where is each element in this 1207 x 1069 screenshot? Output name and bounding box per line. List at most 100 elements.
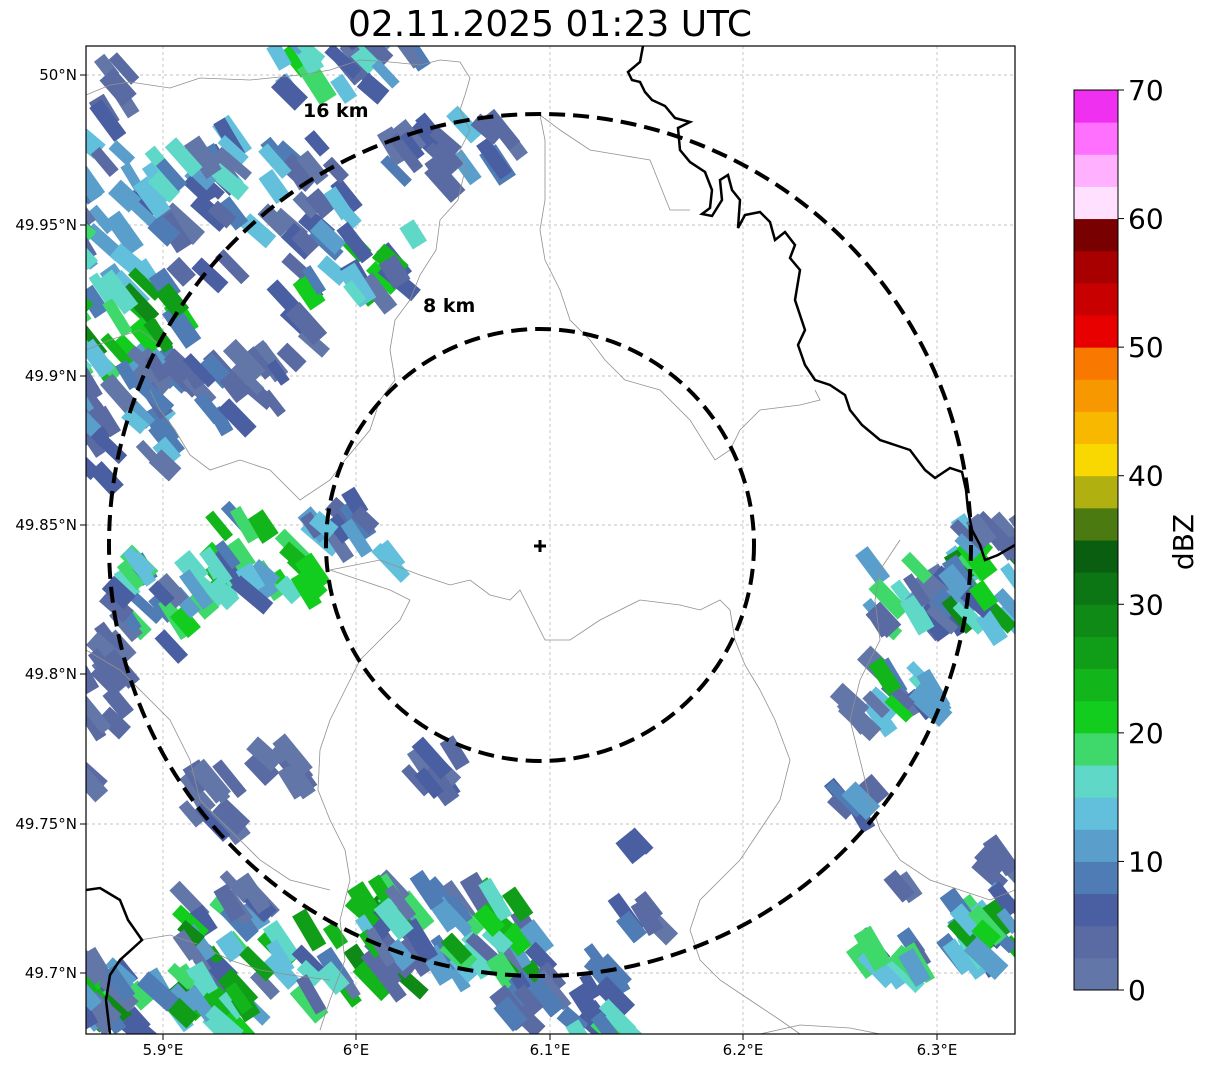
lat-tick-label: 50°N (39, 66, 77, 84)
echo-cell (330, 73, 358, 104)
echo-cell (290, 571, 322, 610)
echo-cell (215, 930, 247, 963)
echo-cell (86, 230, 99, 270)
echo-cell (100, 373, 138, 414)
echo-cell (239, 213, 277, 249)
range-ring-8km (324, 327, 756, 763)
echo-cell (429, 126, 462, 156)
echo-cell (86, 338, 115, 379)
echo-cell (350, 505, 380, 535)
echo-cell (352, 960, 393, 1002)
echo-cell (108, 52, 140, 85)
echo-cell (223, 1009, 262, 1034)
echo-cell (941, 595, 976, 634)
echo-cell (124, 980, 155, 1011)
colorbar-segment (1074, 411, 1118, 445)
colorbar: 0 10 20 30 40 50 60 70 (1073, 74, 1164, 1007)
echo-cell (169, 605, 201, 639)
colorbar-segment (1074, 957, 1118, 991)
echo-cell (193, 391, 224, 425)
echo-cell (103, 989, 133, 1023)
echo-cell (855, 546, 891, 586)
echo-cell (224, 982, 253, 1015)
echo-cell (219, 870, 252, 904)
echo-cell (371, 59, 400, 89)
echo-cell (442, 879, 476, 921)
colorbar-segment (1074, 507, 1118, 541)
colorbar-segment (1074, 861, 1118, 895)
echo-cell (86, 262, 89, 305)
echo-cell (191, 257, 229, 294)
echo-cell (207, 200, 237, 229)
echo-cell (446, 105, 483, 144)
range-rings (107, 112, 973, 978)
echo-cell (89, 460, 124, 497)
echo-cell (862, 690, 891, 719)
boundary-line (849, 539, 1015, 901)
echo-cell (989, 511, 1015, 551)
echo-cell (94, 621, 123, 655)
echo-cell (155, 282, 190, 319)
echo-cell (292, 908, 327, 952)
lat-tick-label: 49.8°N (25, 665, 77, 683)
boundary-line (539, 114, 821, 461)
echo-cell (205, 1004, 244, 1034)
echo-cell (292, 274, 326, 311)
echo-cell (128, 267, 163, 301)
echo-cell (135, 439, 174, 479)
echo-cell (535, 969, 572, 1011)
echo-cell (424, 154, 453, 186)
echo-cell (235, 562, 266, 595)
echo-cell (965, 513, 997, 547)
echo-cell (209, 163, 250, 201)
radar-site-marker (534, 540, 546, 552)
echo-cell (215, 249, 250, 285)
colorbar-segment (1074, 250, 1118, 284)
echo-cell (86, 1015, 87, 1034)
echo-cell (199, 546, 233, 586)
echo-cell (86, 189, 96, 230)
echo-cell (86, 283, 88, 321)
echo-cell (113, 567, 141, 600)
colorbar-segment (1074, 282, 1118, 316)
echo-cell (325, 513, 355, 544)
echo-cell (460, 938, 495, 980)
colorbar-tick-label: 30 (1128, 588, 1164, 621)
echo-cell (947, 916, 980, 951)
lon-tick-label: 6.1°E (530, 1041, 571, 1059)
colorbar-segment (1074, 122, 1118, 155)
colorbar-segment (1074, 668, 1118, 702)
echo-cell (899, 594, 935, 636)
echo-cell (519, 919, 555, 957)
echo-cell (161, 303, 202, 349)
colorbar-tick-label: 0 (1128, 974, 1146, 1007)
echo-cell (99, 589, 134, 623)
echo-cell (164, 137, 203, 178)
echo-cell (631, 897, 664, 937)
echo-cell (88, 272, 117, 308)
echo-cell (229, 505, 259, 544)
echo-cell (90, 660, 127, 697)
ring-label-16km: 16 km (303, 100, 369, 122)
echo-cell (230, 575, 274, 615)
echo-cell (995, 600, 1015, 637)
echo-cell (222, 338, 266, 383)
echo-cell (142, 404, 179, 448)
echo-cell (317, 961, 350, 996)
colorbar-segment (1074, 379, 1118, 412)
ring-label-8km: 8 km (423, 295, 475, 317)
echo-cell (154, 573, 189, 609)
echo-cell (86, 420, 106, 458)
echo-cell (565, 1019, 596, 1034)
echo-cell (853, 925, 892, 972)
colorbar-segment (1074, 765, 1118, 798)
echo-cell (356, 46, 394, 70)
echo-cell (397, 890, 435, 931)
echo-cell (90, 146, 119, 177)
echo-cell (217, 398, 257, 438)
echo-cell (359, 272, 398, 315)
echo-cell (304, 130, 330, 157)
colorbar-segment (1074, 218, 1118, 252)
echo-cell (409, 869, 444, 910)
echo-cell (296, 959, 324, 987)
